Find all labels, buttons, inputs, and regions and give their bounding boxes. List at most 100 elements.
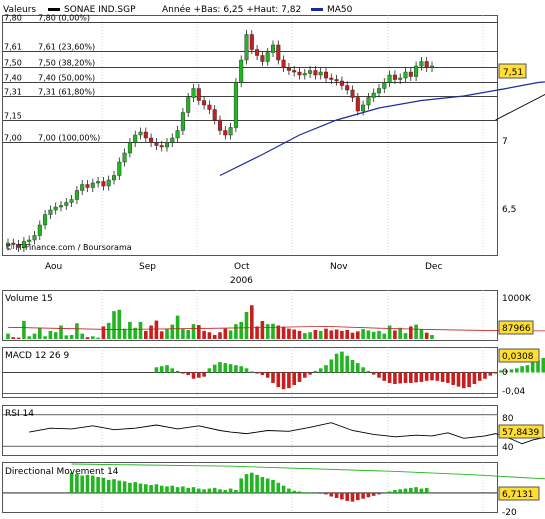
macd-bar (387, 372, 392, 383)
volume-bar (16, 337, 21, 339)
macd-bar (424, 372, 429, 381)
candle-body (382, 82, 387, 89)
price-tick-6-5: 6,5 (502, 205, 516, 215)
dm-bar (255, 474, 259, 493)
candle-body (212, 109, 217, 121)
dm-last-value: 6,7131 (502, 490, 534, 500)
volume-bar (244, 312, 249, 339)
credit-text: © IT-Finance.com / Boursorama (5, 243, 132, 252)
candle-body (228, 127, 233, 136)
candle-body (217, 119, 222, 131)
dm-bar (260, 477, 265, 493)
volume-bar (181, 329, 185, 339)
volume-bar (393, 330, 397, 339)
volume-bar (112, 311, 116, 339)
rsi-tick-80: 80 (502, 414, 514, 424)
candle-body (43, 214, 48, 226)
ma-label: MA50 (327, 5, 353, 15)
volume-bar (287, 328, 291, 339)
candle-body (276, 44, 281, 61)
volume-bar (38, 327, 42, 339)
volume-bar (165, 328, 169, 339)
candle-body (117, 161, 122, 176)
ma50-line (219, 81, 545, 177)
dm-bar (398, 489, 402, 493)
dm-bar (287, 488, 291, 493)
fib-axis-label: 7,50 (4, 59, 22, 68)
volume-bar (101, 326, 106, 339)
volume-bar (64, 335, 69, 339)
price-last-value: 7,51 (503, 68, 523, 78)
macd-bar (493, 372, 498, 374)
dm-bar (276, 482, 281, 493)
dm-bar (361, 492, 365, 499)
dm-bar (197, 488, 201, 493)
candle-body (366, 97, 371, 106)
volume-bar (202, 330, 206, 339)
dm-bar (85, 474, 90, 493)
volume-bar (207, 332, 212, 339)
fibonacci-levels: 7,80 7,80 (0,00%) 7,61 7,61 (23,60%) 7,50 7,5… (3, 14, 497, 143)
volume-title: Volume 15 (5, 294, 53, 304)
macd-bar (292, 372, 296, 386)
candle-body (292, 70, 297, 73)
dm-bar (80, 475, 84, 493)
macd-bar (430, 372, 434, 381)
gridlines (101, 15, 484, 512)
volume-bar (11, 337, 16, 339)
fib-level-label: 7,80 (0,00%) (38, 14, 90, 23)
candle-body (223, 130, 228, 136)
candle-body (281, 59, 286, 68)
xtick-year: 2006 (230, 276, 253, 286)
dm-bar (308, 492, 312, 493)
candle-body (318, 71, 323, 76)
dm-bar (191, 487, 196, 493)
dm-bar (149, 484, 153, 493)
dm-bar (265, 478, 270, 493)
candle-body (32, 235, 37, 241)
dm-bar (144, 484, 148, 493)
volume-bar (265, 324, 270, 339)
dm-bar (329, 492, 334, 497)
volume-last-value: 87966 (502, 324, 531, 334)
fib-level-label: 7,61 (23,60%) (38, 43, 95, 52)
xtick-aou: Aou (45, 262, 62, 272)
candle-body (233, 82, 238, 128)
macd-bar (239, 366, 243, 373)
volume-bar (398, 327, 402, 339)
volume-bar (308, 332, 312, 339)
candle-body (297, 71, 302, 76)
macd-bar (287, 372, 291, 389)
macd-bar (308, 372, 312, 375)
volume-bar (149, 325, 153, 339)
macd-bar (186, 372, 190, 376)
volume-bar (22, 321, 26, 339)
volume-bar (345, 330, 349, 339)
volume-bar (424, 332, 429, 339)
candle-body (133, 134, 138, 143)
candle-body (339, 80, 344, 86)
candle-body (350, 89, 355, 98)
candle-body (11, 242, 16, 245)
dm-bar (96, 477, 100, 493)
volume-bar (128, 321, 132, 339)
macd-bar (313, 370, 318, 373)
candle-body (207, 104, 212, 110)
macd-bar (451, 372, 455, 386)
candle-body (419, 61, 424, 67)
dm-bar (356, 492, 360, 501)
volume-bar (218, 332, 222, 339)
macd-bar (371, 372, 376, 375)
macd-bar (356, 363, 360, 373)
dm-bar (101, 477, 106, 493)
dm-bar (393, 490, 397, 493)
candle-body (59, 205, 64, 208)
macd-bar (467, 372, 471, 388)
macd-series (3, 351, 545, 394)
dm-tick: -20 (502, 508, 517, 518)
dm-bar (271, 479, 275, 493)
dm-bar (345, 492, 349, 501)
dm-bar (181, 486, 185, 493)
macd-bar (488, 372, 493, 376)
